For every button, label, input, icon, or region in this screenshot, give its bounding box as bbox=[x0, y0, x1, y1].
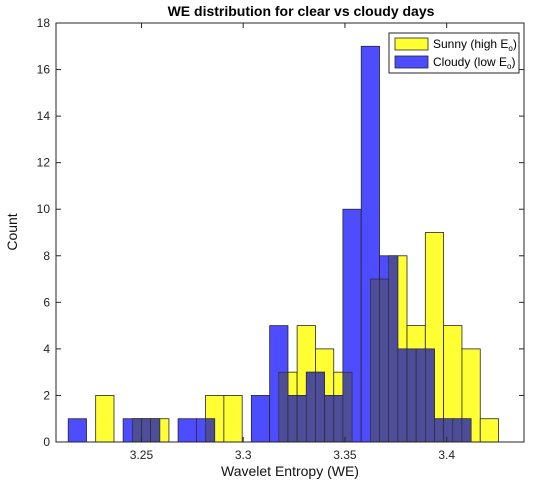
y-tick-label: 10 bbox=[37, 202, 51, 216]
bar-overlap bbox=[305, 371, 316, 443]
bar-cloudy bbox=[177, 418, 197, 443]
y-tick-label: 18 bbox=[37, 16, 51, 30]
bar-sunny bbox=[223, 395, 243, 443]
legend-cloudy-subscript: o bbox=[507, 62, 512, 71]
bar-overlap bbox=[388, 255, 399, 443]
legend-cloudy-prefix: Cloudy (low E bbox=[433, 55, 507, 69]
y-tick-label: 12 bbox=[37, 156, 51, 170]
bar-overlap bbox=[461, 418, 472, 443]
bar-sunny bbox=[479, 418, 499, 443]
bar-overlap bbox=[452, 418, 463, 443]
legend-swatch-cloudy bbox=[394, 55, 429, 69]
bar-overlap bbox=[425, 348, 435, 443]
x-tick-label: 3.25 bbox=[130, 448, 154, 462]
legend-cloudy-suffix: ) bbox=[511, 55, 515, 69]
bar-overlap bbox=[315, 371, 325, 443]
bar-overlap bbox=[278, 371, 289, 443]
bar-overlap bbox=[434, 418, 444, 443]
x-axis-label: Wavelet Entropy (WE) bbox=[221, 463, 359, 479]
bar-overlap bbox=[415, 348, 426, 443]
bar-overlap bbox=[397, 348, 408, 443]
y-tick-label: 2 bbox=[43, 388, 50, 402]
y-axis-label: Count bbox=[4, 213, 20, 250]
bar-overlap bbox=[443, 418, 454, 443]
ticks-layer: 0 2 4 6 8 10 12 14 16 18 3.25 3.3 3.35 3.4 bbox=[37, 16, 524, 462]
x-tick-label: 3.35 bbox=[333, 448, 357, 462]
bar-overlap bbox=[132, 418, 142, 443]
bar-cloudy bbox=[67, 418, 87, 443]
bar-overlap bbox=[141, 418, 151, 443]
y-tick-label: 0 bbox=[43, 435, 50, 449]
y-tick-label: 14 bbox=[37, 109, 51, 123]
bar-overlap bbox=[296, 395, 307, 443]
legend-label-sunny: Sunny (high Eo) bbox=[433, 37, 517, 53]
legend: Sunny (high Eo) Cloudy (low Eo) bbox=[388, 32, 520, 74]
bar-overlap bbox=[406, 348, 417, 443]
bar-overlap bbox=[342, 371, 353, 443]
bar-overlap bbox=[205, 418, 216, 443]
x-tick-label: 3.3 bbox=[235, 448, 252, 462]
y-tick-label: 8 bbox=[43, 249, 50, 263]
legend-sunny-prefix: Sunny (high E bbox=[433, 37, 508, 51]
bar-sunny bbox=[95, 395, 115, 443]
bar-overlap bbox=[150, 418, 161, 443]
y-tick-label: 16 bbox=[37, 63, 51, 77]
bar-cloudy bbox=[250, 395, 271, 443]
plot-frame bbox=[55, 22, 525, 443]
y-tick-label: 6 bbox=[43, 295, 50, 309]
bar-overlap bbox=[370, 278, 380, 443]
legend-sunny-subscript: o bbox=[508, 44, 513, 53]
legend-swatch-sunny bbox=[394, 37, 429, 51]
y-tick-label: 4 bbox=[43, 342, 50, 356]
bar-overlap bbox=[379, 278, 389, 443]
bar-overlap bbox=[333, 395, 344, 443]
chart-title: WE distribution for clear vs cloudy days bbox=[168, 3, 435, 19]
legend-label-cloudy: Cloudy (low Eo) bbox=[433, 55, 515, 71]
legend-sunny-suffix: ) bbox=[513, 37, 517, 51]
x-tick-label: 3.4 bbox=[438, 448, 455, 462]
bar-overlap bbox=[324, 395, 335, 443]
bar-overlap bbox=[287, 395, 298, 443]
